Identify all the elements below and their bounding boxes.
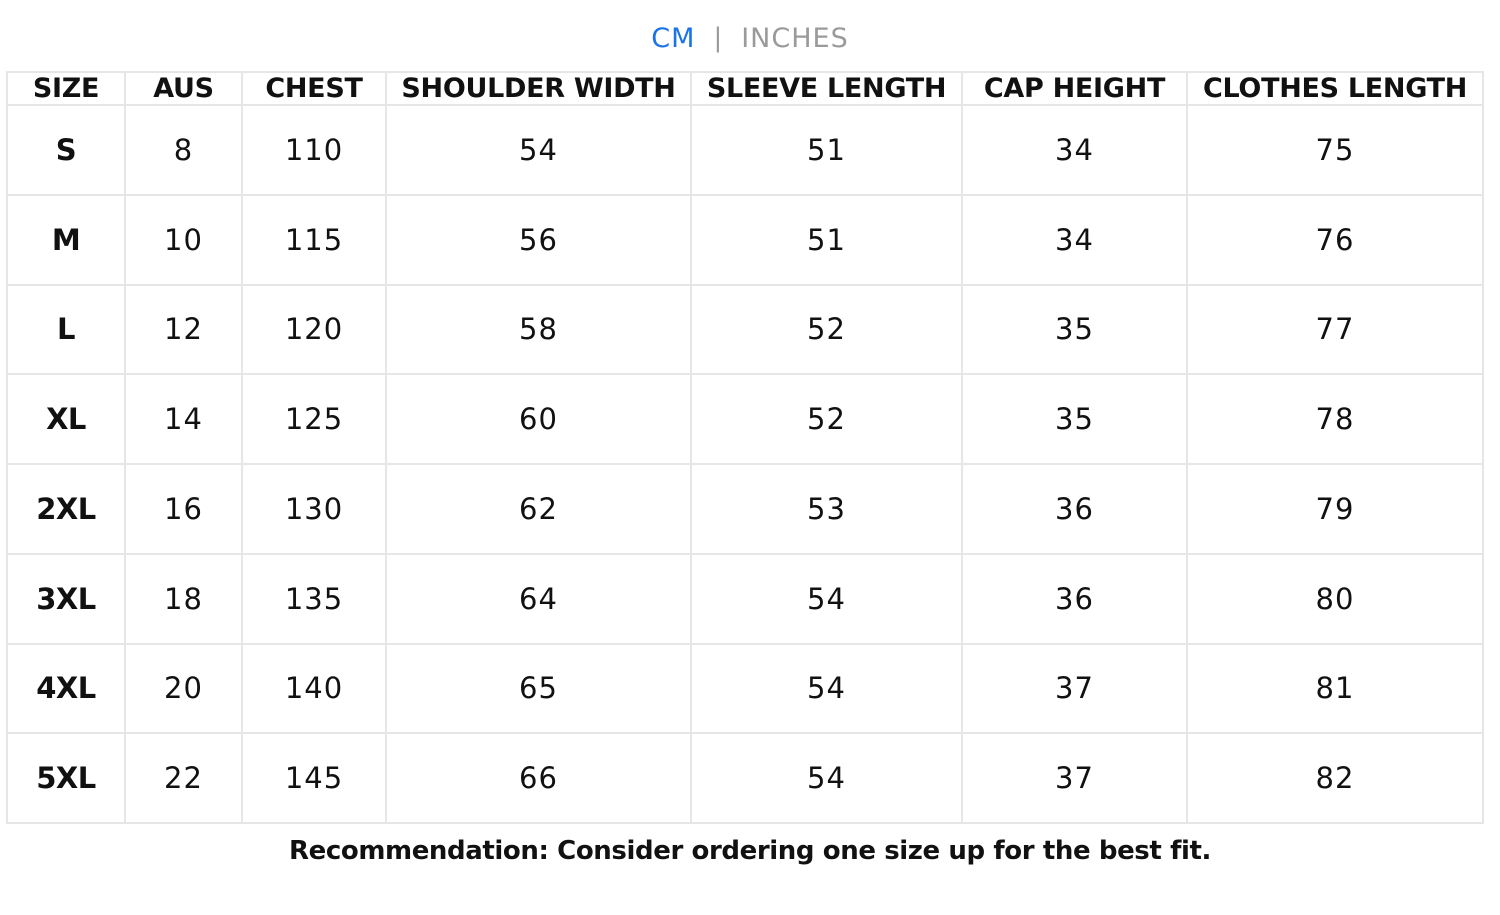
aus-cell: 14 <box>124 373 243 465</box>
cap-height-cell: 36 <box>961 552 1188 645</box>
clothes-length-cell: 82 <box>1186 732 1484 824</box>
header-shoulder-width: SHOULDER WIDTH <box>385 71 692 106</box>
shoulder-width-cell: 58 <box>385 283 692 376</box>
table-row: M 10 115 56 51 34 76 <box>6 193 1484 286</box>
size-cell: M <box>6 193 126 286</box>
chest-cell: 120 <box>241 283 387 376</box>
clothes-length-cell: 78 <box>1186 373 1484 465</box>
aus-cell: 12 <box>124 283 243 376</box>
chest-cell: 110 <box>241 104 387 196</box>
size-cell: 5XL <box>6 732 126 824</box>
clothes-length-cell: 79 <box>1186 463 1484 555</box>
unit-cm-tab[interactable]: CM <box>651 22 696 54</box>
cap-height-cell: 35 <box>961 283 1188 376</box>
header-clothes-length: CLOTHES LENGTH <box>1186 71 1484 106</box>
shoulder-width-cell: 54 <box>385 104 692 196</box>
table-row: 3XL 18 135 64 54 36 80 <box>6 552 1484 645</box>
header-cap-height: CAP HEIGHT <box>961 71 1188 106</box>
sleeve-length-cell: 51 <box>690 104 963 196</box>
sleeve-length-cell: 52 <box>690 283 963 376</box>
cap-height-cell: 34 <box>961 104 1188 196</box>
size-cell: XL <box>6 373 126 465</box>
table-row: XL 14 125 60 52 35 78 <box>6 373 1484 465</box>
shoulder-width-cell: 66 <box>385 732 692 824</box>
chest-cell: 130 <box>241 463 387 555</box>
clothes-length-cell: 80 <box>1186 552 1484 645</box>
cap-height-cell: 37 <box>961 642 1188 735</box>
header-aus: AUS <box>124 71 243 106</box>
size-cell: S <box>6 104 126 196</box>
sleeve-length-cell: 51 <box>690 193 963 286</box>
table-row: 5XL 22 145 66 54 37 82 <box>6 732 1484 824</box>
table-row: 2XL 16 130 62 53 36 79 <box>6 463 1484 555</box>
recommendation-note: Recommendation: Consider ordering one si… <box>288 836 1211 866</box>
shoulder-width-cell: 56 <box>385 193 692 286</box>
size-chart-table: SIZE AUS CHEST SHOULDER WIDTH SLEEVE LEN… <box>6 71 1484 824</box>
header-size: SIZE <box>6 71 126 106</box>
cap-height-cell: 37 <box>961 732 1188 824</box>
clothes-length-cell: 81 <box>1186 642 1484 735</box>
size-cell: 3XL <box>6 552 126 645</box>
shoulder-width-cell: 64 <box>385 552 692 645</box>
clothes-length-cell: 76 <box>1186 193 1484 286</box>
chest-cell: 135 <box>241 552 387 645</box>
size-cell: 2XL <box>6 463 126 555</box>
header-chest: CHEST <box>241 71 387 106</box>
sleeve-length-cell: 54 <box>690 552 963 645</box>
cap-height-cell: 35 <box>961 373 1188 465</box>
size-cell: 4XL <box>6 642 126 735</box>
table-row: L 12 120 58 52 35 77 <box>6 283 1484 376</box>
aus-cell: 10 <box>124 193 243 286</box>
shoulder-width-cell: 60 <box>385 373 692 465</box>
sleeve-length-cell: 54 <box>690 642 963 735</box>
clothes-length-cell: 75 <box>1186 104 1484 196</box>
table-row: S 8 110 54 51 34 75 <box>6 104 1484 196</box>
size-cell: L <box>6 283 126 376</box>
chest-cell: 145 <box>241 732 387 824</box>
chest-cell: 125 <box>241 373 387 465</box>
shoulder-width-cell: 62 <box>385 463 692 555</box>
chest-cell: 140 <box>241 642 387 735</box>
shoulder-width-cell: 65 <box>385 642 692 735</box>
cap-height-cell: 36 <box>961 463 1188 555</box>
cap-height-cell: 34 <box>961 193 1188 286</box>
table-header-row: SIZE AUS CHEST SHOULDER WIDTH SLEEVE LEN… <box>6 71 1484 106</box>
sleeve-length-cell: 54 <box>690 732 963 824</box>
aus-cell: 18 <box>124 552 243 645</box>
unit-separator: | <box>713 23 724 53</box>
aus-cell: 20 <box>124 642 243 735</box>
table-row: 4XL 20 140 65 54 37 81 <box>6 642 1484 735</box>
clothes-length-cell: 77 <box>1186 283 1484 376</box>
unit-toggle: CM | INCHES <box>0 18 1500 58</box>
aus-cell: 8 <box>124 104 243 196</box>
sleeve-length-cell: 52 <box>690 373 963 465</box>
header-sleeve-length: SLEEVE LENGTH <box>690 71 963 106</box>
chest-cell: 115 <box>241 193 387 286</box>
sleeve-length-cell: 53 <box>690 463 963 555</box>
aus-cell: 22 <box>124 732 243 824</box>
unit-inches-tab[interactable]: INCHES <box>741 22 849 54</box>
aus-cell: 16 <box>124 463 243 555</box>
